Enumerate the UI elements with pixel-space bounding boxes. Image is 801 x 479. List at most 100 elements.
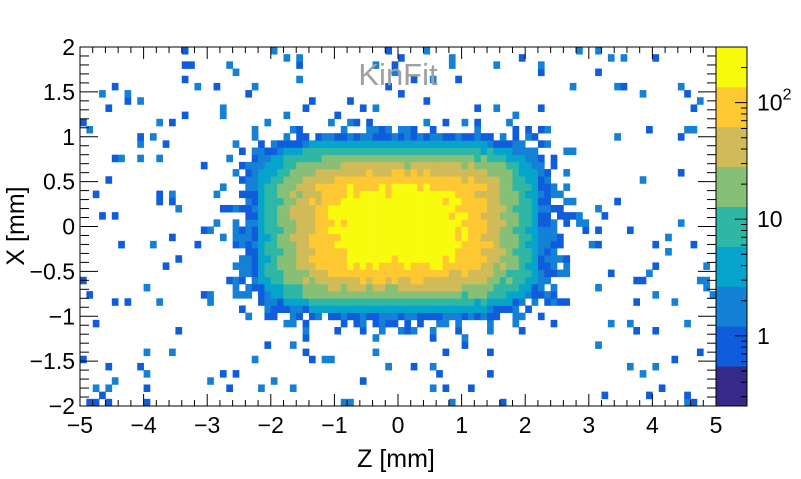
heatmap-cell <box>302 233 310 242</box>
heatmap-cell <box>366 305 373 314</box>
heatmap-cell <box>143 398 151 407</box>
heatmap-cell <box>359 283 367 292</box>
heatmap-cell <box>366 154 373 163</box>
colorbar-band <box>716 401 747 407</box>
heatmap-cell <box>251 219 259 227</box>
heatmap-cell <box>493 161 501 170</box>
heatmap-cell <box>429 140 437 148</box>
heatmap-cell <box>398 283 405 292</box>
heatmap-cell <box>366 212 373 220</box>
heatmap-cell <box>296 197 303 206</box>
heatmap-cell <box>289 240 297 249</box>
heatmap-cell <box>398 269 405 278</box>
heatmap-cell <box>359 147 367 156</box>
heatmap-cell <box>359 276 367 285</box>
colorbar-band <box>716 301 747 307</box>
heatmap-cell <box>251 355 259 364</box>
heatmap-cell <box>302 147 310 156</box>
heatmap-cell <box>410 240 418 249</box>
heatmap-cell <box>423 291 431 299</box>
heatmap-cell <box>289 154 297 163</box>
heatmap-cell <box>563 197 571 206</box>
heatmap-cell <box>467 298 475 306</box>
heatmap-cell <box>417 154 424 163</box>
heatmap-cell <box>398 262 405 270</box>
heatmap-cell <box>302 298 310 306</box>
heatmap-cell <box>245 190 253 199</box>
heatmap-cell <box>219 104 227 112</box>
heatmap-cell <box>296 125 303 134</box>
heatmap-cell <box>219 111 227 120</box>
heatmap-cell <box>429 169 437 177</box>
heatmap-cell <box>474 291 482 299</box>
heatmap-cell <box>137 154 144 163</box>
heatmap-cell <box>410 154 418 163</box>
heatmap-cell <box>232 169 240 177</box>
heatmap-cell <box>677 169 685 177</box>
heatmap-cell <box>467 276 475 285</box>
heatmap-cell <box>467 219 475 227</box>
heatmap-cell <box>550 226 558 235</box>
heatmap-cell <box>315 133 323 141</box>
heatmap-cell <box>302 262 310 270</box>
heatmap-cell <box>308 305 316 314</box>
heatmap-cell <box>404 197 412 206</box>
colorbar-band <box>716 341 747 347</box>
heatmap-cell <box>391 169 399 177</box>
heatmap-cell <box>544 190 551 199</box>
heatmap-cell <box>461 233 469 242</box>
heatmap-cell <box>487 262 494 270</box>
heatmap-cell <box>308 248 316 256</box>
heatmap-cell <box>143 348 151 357</box>
heatmap-cell <box>232 233 240 242</box>
heatmap-cell <box>417 276 424 285</box>
heatmap-cell <box>315 233 323 242</box>
heatmap-cell <box>378 125 386 134</box>
heatmap-cell <box>493 262 501 270</box>
heatmap-cell <box>232 140 240 148</box>
heatmap-cell <box>378 226 386 235</box>
heatmap-cell <box>334 240 342 249</box>
heatmap-cell <box>696 348 704 357</box>
heatmap-cell <box>372 133 380 141</box>
heatmap-cell <box>417 291 424 299</box>
heatmap-cell <box>239 255 246 263</box>
heatmap-cell <box>385 47 392 55</box>
heatmap-cell <box>455 176 462 184</box>
heatmap-cell <box>480 147 488 156</box>
colorbar-band <box>716 61 747 68</box>
heatmap-cell <box>398 169 405 177</box>
heatmap-cell <box>328 298 335 306</box>
heatmap-cell <box>512 269 520 278</box>
heatmap-cell <box>353 190 361 199</box>
heatmap-cell <box>398 219 405 227</box>
heatmap-cell <box>334 169 342 177</box>
heatmap-cell <box>652 54 660 62</box>
colorbar-tick-label: 10 <box>757 90 783 116</box>
colorbar-band <box>716 311 747 317</box>
heatmap-cell <box>315 291 323 299</box>
heatmap-cell <box>480 190 488 199</box>
heatmap-cell <box>506 255 513 263</box>
heatmap-cell <box>92 319 100 328</box>
heatmap-cell <box>264 183 272 191</box>
heatmap-cell <box>245 233 253 242</box>
heatmap-cell <box>595 47 602 55</box>
colorbar-band <box>716 296 747 302</box>
heatmap-cell <box>423 276 431 285</box>
heatmap-cell <box>506 240 513 249</box>
heatmap-cell <box>512 233 520 242</box>
heatmap-cell <box>264 176 272 184</box>
colorbar-band <box>716 231 747 237</box>
heatmap-cell <box>353 255 361 263</box>
heatmap-cell <box>308 197 316 206</box>
heatmap-cell <box>518 312 526 321</box>
heatmap-cell <box>633 276 641 285</box>
heatmap-cell <box>289 248 297 256</box>
heatmap-cell <box>423 233 431 242</box>
heatmap-cell <box>436 226 443 235</box>
heatmap-cell <box>499 226 507 235</box>
colorbar-band <box>716 171 747 178</box>
heatmap-cell <box>385 248 392 256</box>
heatmap-cell <box>442 133 450 141</box>
